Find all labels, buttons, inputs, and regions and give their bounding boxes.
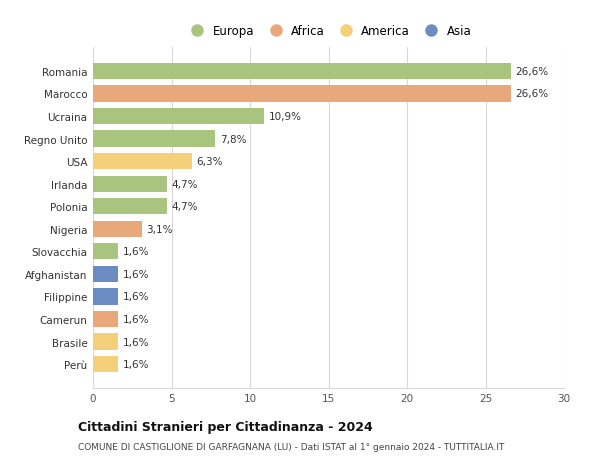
Bar — [93, 199, 167, 215]
Text: 1,6%: 1,6% — [123, 359, 149, 369]
Text: 1,6%: 1,6% — [123, 337, 149, 347]
Text: COMUNE DI CASTIGLIONE DI GARFAGNANA (LU) - Dati ISTAT al 1° gennaio 2024 - TUTTI: COMUNE DI CASTIGLIONE DI GARFAGNANA (LU)… — [78, 442, 505, 451]
Text: Cittadini Stranieri per Cittadinanza - 2024: Cittadini Stranieri per Cittadinanza - 2… — [78, 420, 373, 433]
Bar — [93, 154, 192, 170]
Bar — [93, 176, 167, 192]
Bar — [93, 86, 511, 102]
Text: 10,9%: 10,9% — [269, 112, 302, 122]
Bar — [93, 64, 511, 80]
Text: 4,7%: 4,7% — [172, 202, 198, 212]
Text: 4,7%: 4,7% — [172, 179, 198, 189]
Bar — [93, 109, 264, 125]
Bar — [93, 311, 118, 327]
Text: 3,1%: 3,1% — [146, 224, 173, 234]
Bar — [93, 131, 215, 147]
Bar — [93, 221, 142, 237]
Bar — [93, 266, 118, 282]
Bar — [93, 289, 118, 305]
Bar — [93, 244, 118, 260]
Bar — [93, 356, 118, 372]
Legend: Europa, Africa, America, Asia: Europa, Africa, America, Asia — [181, 20, 476, 43]
Bar — [93, 334, 118, 350]
Text: 7,8%: 7,8% — [220, 134, 247, 144]
Text: 1,6%: 1,6% — [123, 314, 149, 325]
Text: 6,3%: 6,3% — [197, 157, 223, 167]
Text: 1,6%: 1,6% — [123, 292, 149, 302]
Text: 1,6%: 1,6% — [123, 269, 149, 279]
Text: 26,6%: 26,6% — [515, 89, 548, 99]
Text: 26,6%: 26,6% — [515, 67, 548, 77]
Text: 1,6%: 1,6% — [123, 247, 149, 257]
